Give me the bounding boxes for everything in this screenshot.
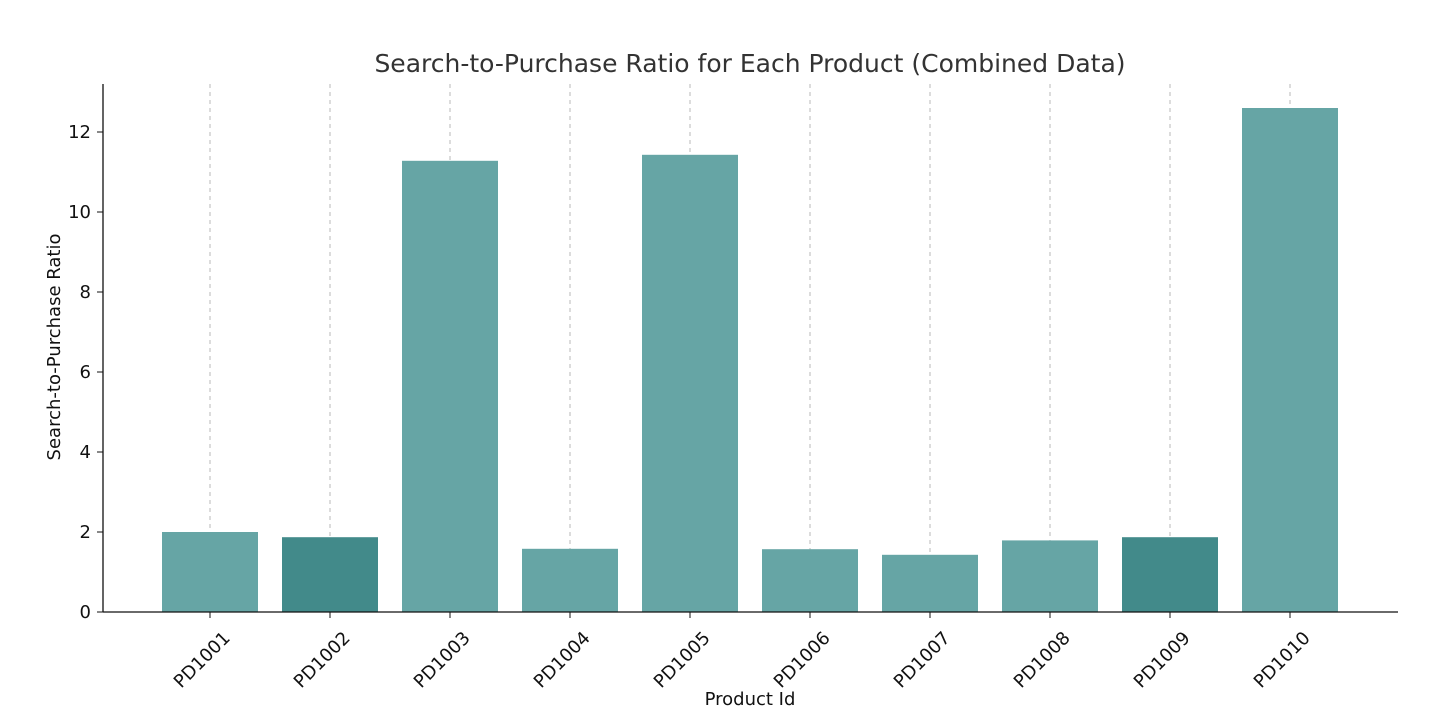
y-tick-label: 2 bbox=[80, 522, 91, 543]
y-tick-label: 8 bbox=[80, 282, 91, 303]
x-ticks-layer: PD1001 PD1002 PD1003 PD1004 PD1005 PD1006 PD10… bbox=[170, 612, 1315, 692]
x-tick-label: PD1006 bbox=[770, 628, 835, 693]
y-tick-label: 12 bbox=[68, 122, 91, 143]
bar-pd1004 bbox=[522, 548, 618, 612]
x-tick-label: PD1001 bbox=[170, 628, 235, 693]
bars-layer bbox=[162, 108, 1338, 613]
bar-pd1007 bbox=[882, 554, 978, 612]
x-tick-label: PD1005 bbox=[650, 628, 715, 693]
x-tick-label: PD1004 bbox=[530, 628, 595, 693]
grid-layer bbox=[209, 84, 1291, 612]
chart-title: Search-to-Purchase Ratio for Each Produc… bbox=[374, 49, 1125, 78]
bar-pd1006 bbox=[762, 549, 858, 612]
y-tick-label: 10 bbox=[68, 202, 91, 223]
x-tick-label: PD1007 bbox=[890, 628, 955, 693]
x-tick-label: PD1002 bbox=[290, 628, 355, 693]
axes-layer bbox=[102, 84, 1398, 613]
x-axis-label: Product Id bbox=[705, 689, 796, 710]
x-tick-label: PD1003 bbox=[410, 628, 475, 693]
x-tick-label: PD1010 bbox=[1250, 628, 1315, 693]
x-tick-label: PD1008 bbox=[1010, 628, 1075, 693]
y-ticks-layer: 0 2 4 6 8 10 12 bbox=[68, 122, 103, 623]
y-axis-label: Search-to-Purchase Ratio bbox=[44, 234, 65, 461]
y-tick-label: 0 bbox=[80, 602, 91, 623]
bar-pd1002 bbox=[282, 537, 378, 612]
bar-pd1005 bbox=[642, 154, 738, 613]
x-tick-label: PD1009 bbox=[1130, 628, 1195, 693]
bar-pd1010 bbox=[1242, 108, 1338, 612]
y-tick-label: 6 bbox=[80, 362, 91, 383]
bar-pd1008 bbox=[1002, 540, 1098, 612]
bar-pd1003 bbox=[402, 160, 498, 613]
y-tick-label: 4 bbox=[80, 442, 91, 463]
bar-pd1009 bbox=[1122, 537, 1218, 612]
bar-pd1001 bbox=[162, 532, 258, 612]
